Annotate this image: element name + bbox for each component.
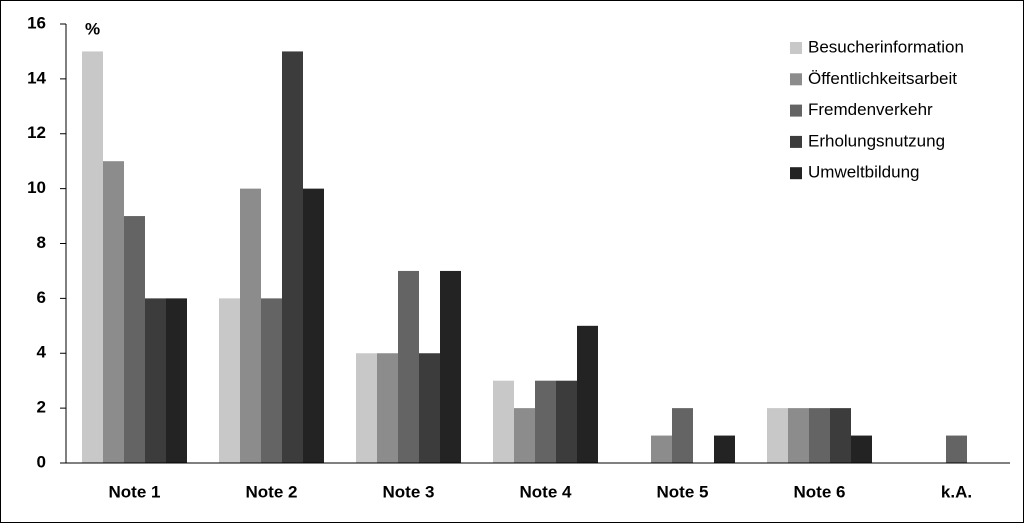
- legend-label: Umweltbildung: [808, 163, 920, 182]
- legend-label: Fremdenverkehr: [808, 100, 933, 119]
- bar: [651, 435, 672, 463]
- legend-swatch: [790, 167, 802, 180]
- y-tick-label: 6: [37, 288, 46, 307]
- x-tick-label: Note 6: [794, 482, 846, 501]
- bar: [493, 380, 514, 463]
- y-tick-label: 2: [37, 398, 46, 417]
- x-tick-label: Note 1: [109, 482, 161, 501]
- bar: [103, 161, 124, 463]
- y-tick-label: 10: [27, 178, 46, 197]
- bar: [282, 51, 303, 463]
- bar: [166, 298, 187, 463]
- x-tick-label: Note 5: [657, 482, 709, 501]
- bar: [240, 188, 261, 463]
- y-tick-label: 8: [37, 233, 46, 252]
- bar: [398, 270, 419, 463]
- x-tick-label: Note 4: [520, 482, 573, 501]
- bar: [219, 298, 240, 463]
- bar: [356, 353, 377, 463]
- bar: [556, 380, 577, 463]
- legend-swatch: [790, 73, 802, 86]
- bar: [82, 51, 103, 463]
- bar: [577, 325, 598, 463]
- bar: [672, 408, 693, 463]
- y-tick-label: 0: [37, 452, 46, 471]
- bar: [145, 298, 166, 463]
- bar: [440, 270, 461, 463]
- legend-swatch: [790, 135, 802, 148]
- bar: [303, 188, 324, 463]
- y-tick-label: 14: [27, 68, 46, 87]
- x-tick-label: k.A.: [941, 482, 972, 501]
- bar: [377, 353, 398, 463]
- legend-label: Öffentlichkeitsarbeit: [808, 69, 957, 88]
- bar: [830, 408, 851, 463]
- y-tick-label: 12: [27, 123, 46, 142]
- bar: [767, 408, 788, 463]
- y-tick-label: 4: [37, 343, 47, 362]
- bar: [261, 298, 282, 463]
- bar: [788, 408, 809, 463]
- legend-label: Erholungsnutzung: [808, 131, 945, 150]
- bar: [419, 353, 440, 463]
- bar: [124, 216, 145, 463]
- bar: [535, 380, 556, 463]
- y-tick-label: 16: [27, 13, 46, 32]
- unit-label: %: [85, 19, 100, 38]
- legend-label: Besucherinformation: [808, 37, 964, 56]
- bar: [851, 435, 872, 463]
- bar: [809, 408, 830, 463]
- legend-swatch: [790, 42, 802, 54]
- bar: [514, 408, 535, 463]
- bar: [714, 435, 735, 463]
- legend-swatch: [790, 104, 802, 117]
- x-tick-label: Note 2: [246, 482, 298, 501]
- bar: [946, 435, 967, 463]
- x-tick-label: Note 3: [383, 482, 435, 501]
